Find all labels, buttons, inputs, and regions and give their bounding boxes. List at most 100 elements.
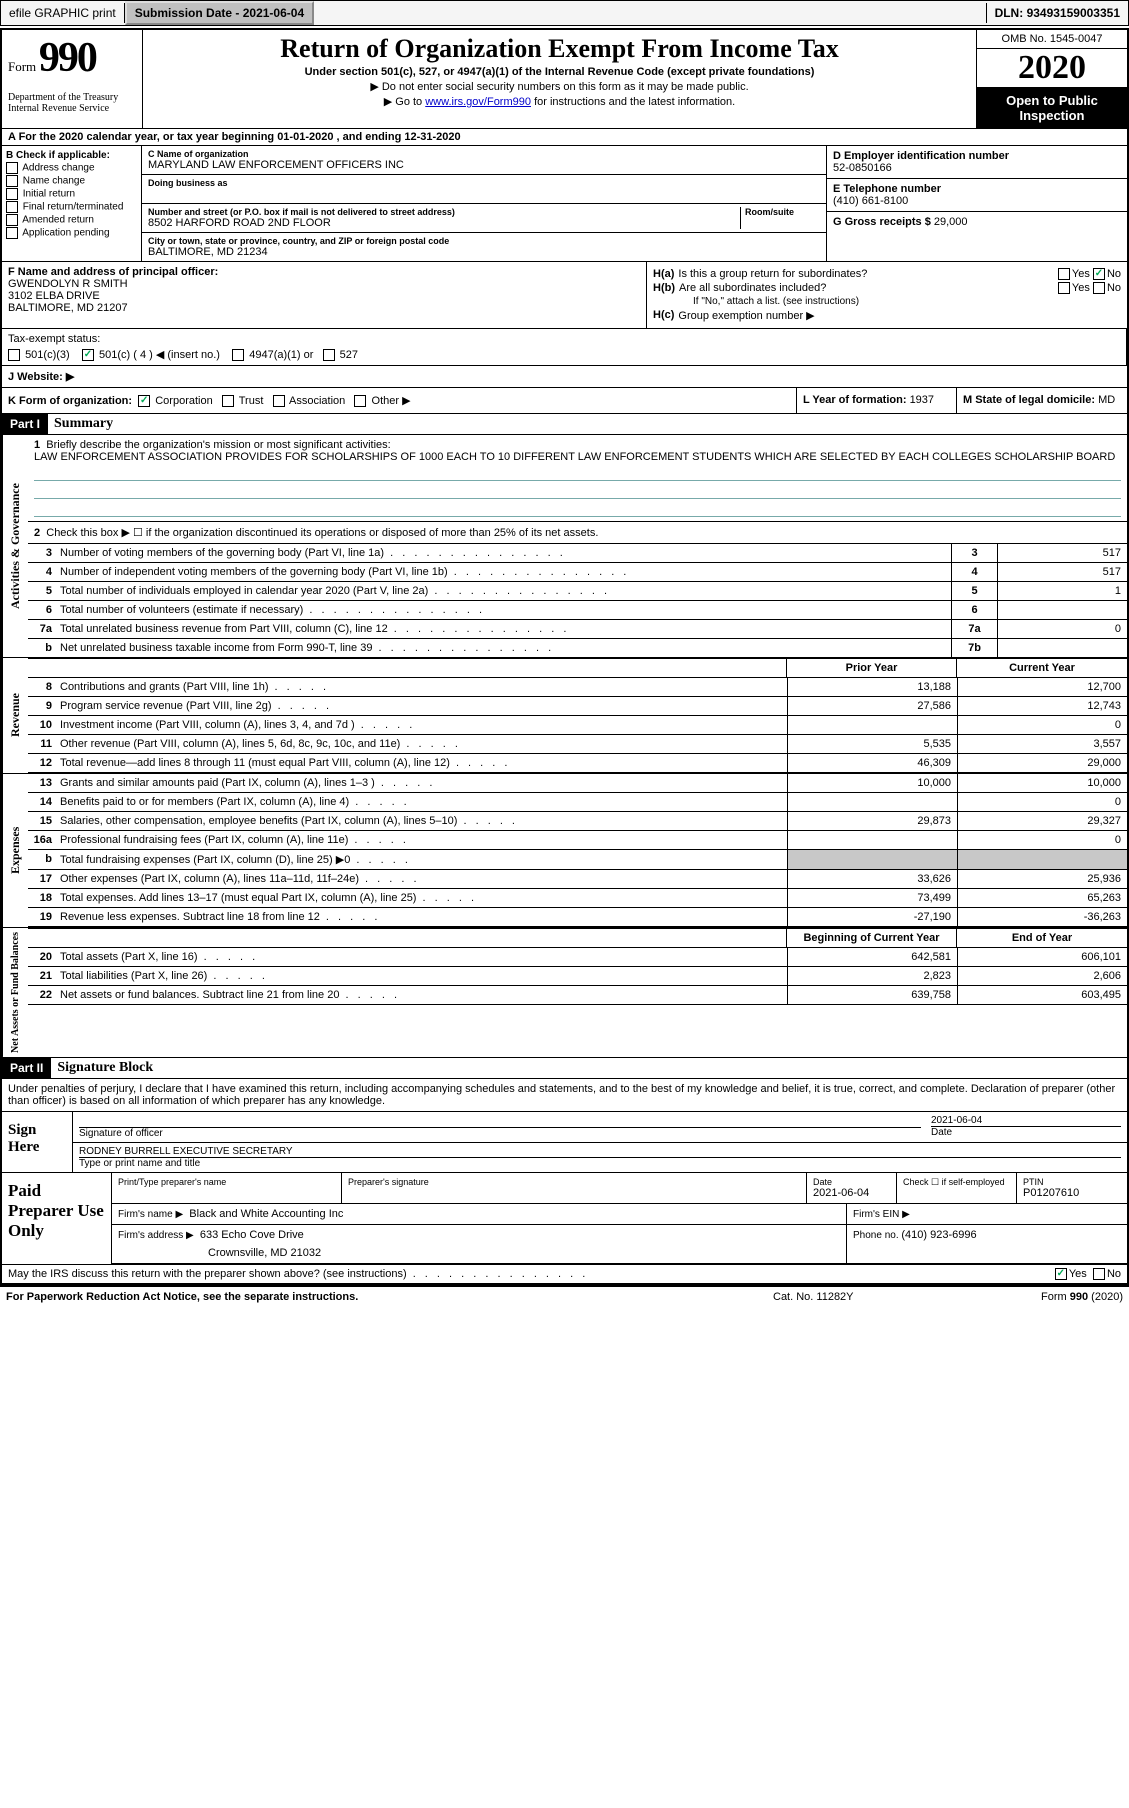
- current-year-val: 0: [957, 831, 1127, 849]
- line2-row: 2 Check this box ▶ ☐ if the organization…: [28, 522, 1127, 544]
- dln-value: 93493159003351: [1027, 6, 1120, 20]
- governance-lines: 3Number of voting members of the governi…: [28, 544, 1127, 657]
- line-num: 20: [28, 948, 56, 966]
- m-label: M State of legal domicile:: [963, 394, 1098, 406]
- hb-no-cb[interactable]: [1093, 282, 1105, 294]
- line-num: 13: [28, 774, 56, 792]
- current-year-val: -36,263: [957, 908, 1127, 926]
- form-subtitle: Under section 501(c), 527, or 4947(a)(1)…: [147, 66, 972, 78]
- line-desc: Number of voting members of the governin…: [56, 544, 951, 562]
- sig-date-label: Date: [931, 1127, 952, 1138]
- cb-501c3[interactable]: [8, 349, 20, 361]
- current-year-hdr: Current Year: [957, 659, 1127, 677]
- part2-title: Signature Block: [57, 1060, 153, 1076]
- cb-4947[interactable]: [232, 349, 244, 361]
- ptin-label: PTIN: [1023, 1177, 1121, 1187]
- addr-row: Number and street (or P.O. box if mail i…: [142, 204, 826, 233]
- m-val: MD: [1098, 394, 1115, 406]
- sidebar-revenue: Revenue: [2, 658, 28, 773]
- q1: Briefly describe the organization's miss…: [46, 439, 390, 451]
- eoy-hdr: End of Year: [957, 929, 1127, 947]
- box-d: D Employer identification number 52-0850…: [827, 146, 1127, 179]
- hb-label: H(b): [653, 282, 675, 294]
- prior-year-val: [787, 793, 957, 811]
- cb-initial-return[interactable]: Initial return: [6, 188, 137, 200]
- addr: 8502 HARFORD ROAD 2ND FLOOR: [148, 217, 740, 229]
- name-title-row: RODNEY BURRELL EXECUTIVE SECRETARY Type …: [73, 1143, 1127, 1172]
- mission-row: 1 Briefly describe the organization's mi…: [28, 435, 1127, 522]
- line-val: 517: [997, 544, 1127, 562]
- cb-527[interactable]: [323, 349, 335, 361]
- hb-text: Are all subordinates included?: [679, 282, 1058, 294]
- cat-no: Cat. No. 11282Y: [773, 1291, 973, 1303]
- box-k: K Form of organization: Corporation Trus…: [2, 388, 797, 413]
- line-val: 1: [997, 582, 1127, 600]
- header-middle: Return of Organization Exempt From Incom…: [142, 30, 977, 128]
- cb-amended-return[interactable]: Amended return: [6, 214, 137, 226]
- line-num: 7a: [28, 620, 56, 638]
- sig-officer-label: Signature of officer: [79, 1128, 163, 1139]
- name-title: RODNEY BURRELL EXECUTIVE SECRETARY: [79, 1146, 1121, 1157]
- submission-date-btn[interactable]: Submission Date - 2021-06-04: [125, 1, 314, 25]
- hb-yes-cb[interactable]: [1058, 282, 1070, 294]
- ha-no-cb[interactable]: [1093, 268, 1105, 280]
- net-assets-section: Net Assets or Fund Balances Beginning of…: [2, 928, 1127, 1058]
- firm-addr-label: Firm's address ▶: [118, 1230, 194, 1241]
- officer-addr: 3102 ELBA DRIVE: [8, 290, 640, 302]
- fin-line: 12Total revenue—add lines 8 through 11 (…: [28, 754, 1127, 773]
- ein-label: D Employer identification number: [833, 150, 1121, 162]
- tax-year: 2020: [977, 49, 1127, 88]
- opt-501c3: 501(c)(3): [25, 349, 70, 361]
- cb-application-pending[interactable]: Application pending: [6, 227, 137, 239]
- dept: Department of the Treasury: [8, 92, 136, 103]
- prep-date: 2021-06-04: [813, 1187, 890, 1199]
- cb-final-return[interactable]: Final return/terminated: [6, 201, 137, 213]
- prior-year-val: 29,873: [787, 812, 957, 830]
- sig-line: [79, 1127, 921, 1128]
- current-year-val: 29,327: [957, 812, 1127, 830]
- cb-corp[interactable]: [138, 395, 150, 407]
- preparer-label: Paid Preparer Use Only: [2, 1173, 112, 1264]
- line-val: 0: [997, 620, 1127, 638]
- form990-link[interactable]: www.irs.gov/Form990: [425, 96, 531, 108]
- line-num: b: [28, 639, 56, 657]
- submission-label: Submission Date -: [135, 6, 243, 20]
- box-m: M State of legal domicile: MD: [957, 388, 1127, 413]
- opt-corp: Corporation: [155, 395, 212, 407]
- cb-trust[interactable]: [222, 395, 234, 407]
- cb-name-change[interactable]: Name change: [6, 175, 137, 187]
- opt-assoc: Association: [289, 395, 345, 407]
- cb-address-change[interactable]: Address change: [6, 162, 137, 174]
- cb-501c[interactable]: [82, 349, 94, 361]
- mission: LAW ENFORCEMENT ASSOCIATION PROVIDES FOR…: [34, 451, 1115, 463]
- ptin: P01207610: [1023, 1187, 1121, 1199]
- current-year-val: 12,743: [957, 697, 1127, 715]
- check-self-emp: Check ☐ if self-employed: [897, 1173, 1017, 1203]
- cb-other[interactable]: [354, 395, 366, 407]
- discuss-yes-cb[interactable]: [1055, 1268, 1067, 1280]
- sign-here-block: Sign Here Signature of officer 2021-06-0…: [2, 1112, 1127, 1173]
- hc-text: Group exemption number ▶: [678, 309, 814, 322]
- line-num: 6: [28, 601, 56, 619]
- ha-yes-cb[interactable]: [1058, 268, 1070, 280]
- part1-header-row: Part I Summary: [2, 414, 1127, 435]
- discuss-no-cb[interactable]: [1093, 1268, 1105, 1280]
- current-year-val: 3,557: [957, 735, 1127, 753]
- line-num: 3: [28, 544, 56, 562]
- prior-year-val: 10,000: [787, 774, 957, 792]
- h-c-row: H(c) Group exemption number ▶: [653, 309, 1121, 322]
- two-year-header: Prior Year Current Year: [28, 658, 1127, 678]
- line-box: 4: [951, 563, 997, 581]
- line-desc: Total fundraising expenses (Part IX, col…: [56, 850, 787, 869]
- fin-line: 20Total assets (Part X, line 16)642,5816…: [28, 948, 1127, 967]
- fin-line: 11Other revenue (Part VIII, column (A), …: [28, 735, 1127, 754]
- net-two-year-header: Beginning of Current Year End of Year: [28, 928, 1127, 948]
- cb-assoc[interactable]: [273, 395, 285, 407]
- part2-badge: Part II: [2, 1058, 51, 1078]
- topbar: efile GRAPHIC print Submission Date - 20…: [0, 0, 1129, 26]
- line-desc: Number of independent voting members of …: [56, 563, 951, 581]
- firm-addr2: Crownsville, MD 21032: [118, 1247, 840, 1259]
- current-year-val: 10,000: [957, 774, 1127, 792]
- revenue-lines: 8Contributions and grants (Part VIII, li…: [28, 678, 1127, 773]
- firm-ein-label: Firm's EIN ▶: [853, 1209, 910, 1220]
